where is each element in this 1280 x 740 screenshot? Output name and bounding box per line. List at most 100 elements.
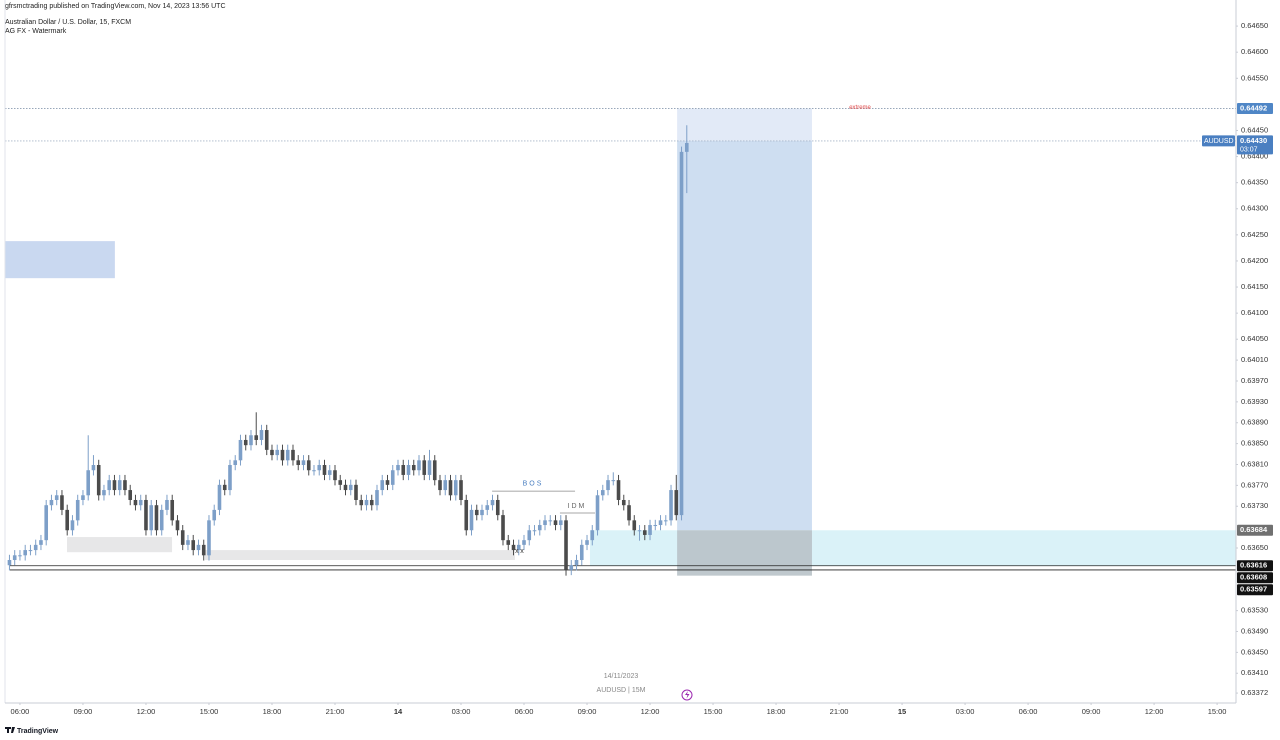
candle-body [569, 565, 574, 570]
x-tick-label: 06:00 [1019, 707, 1038, 716]
candle-body [422, 460, 427, 475]
candle-body [369, 499, 374, 506]
y-tick-label: 0.63372 [1241, 688, 1268, 697]
candle-body [259, 430, 264, 440]
price-label: 0.64492 [1240, 104, 1267, 113]
candle-body [459, 480, 463, 500]
candle-body [490, 499, 495, 506]
x-tick-label: 03:00 [452, 707, 471, 716]
candle-body [574, 559, 579, 566]
candle-body [91, 465, 96, 471]
candle-body [291, 449, 295, 461]
candle-body [249, 435, 253, 446]
y-tick-label: 0.64250 [1241, 230, 1268, 239]
candle-body [170, 499, 175, 521]
candle-body [70, 520, 75, 531]
y-tick-label: 0.63490 [1241, 626, 1268, 635]
y-tick-label: 0.64650 [1241, 21, 1268, 30]
annotation-text: IDM [568, 503, 587, 510]
candle-body [312, 470, 316, 472]
candle-body [149, 505, 154, 531]
x-tick-label: 18:00 [767, 707, 786, 716]
x-tick-label: 18:00 [263, 707, 282, 716]
price-label: 0.64430 [1240, 136, 1267, 145]
candle-body [44, 505, 49, 541]
y-tick-label: 0.63730 [1241, 501, 1268, 510]
candle-body [154, 505, 159, 531]
candle-body [390, 470, 395, 485]
x-tick-label: 12:00 [641, 707, 660, 716]
candle-body [33, 544, 38, 551]
x-tick-label: 15 [898, 707, 906, 716]
x-tick-label: 12:00 [137, 707, 156, 716]
candle-body [322, 465, 327, 475]
zone [5, 241, 115, 279]
y-tick-label: 0.64450 [1241, 125, 1268, 134]
candle-body [96, 465, 101, 496]
candle-body [144, 499, 148, 531]
y-tick-label: 0.63970 [1241, 376, 1268, 385]
candle-body [532, 530, 537, 532]
zone [66, 537, 173, 553]
price-label-box [1237, 524, 1273, 536]
candle-body [201, 544, 206, 556]
candle-body [233, 460, 238, 466]
zone [677, 108, 812, 141]
candle-body [65, 509, 70, 531]
price-label: 0.63684 [1240, 525, 1268, 534]
candle-body [648, 525, 652, 535]
x-tick-label: 15:00 [200, 707, 219, 716]
candle-body [338, 480, 343, 485]
candle-body [196, 544, 201, 551]
candle-body [348, 484, 353, 491]
y-tick-label: 0.63810 [1241, 459, 1268, 468]
price-label: 0.63616 [1240, 561, 1267, 570]
x-tick-label: 12:00 [1145, 707, 1164, 716]
candle-body [112, 480, 117, 491]
x-tick-label: 09:00 [74, 707, 93, 716]
x-tick-label: 15:00 [704, 707, 723, 716]
candle-body [627, 505, 631, 521]
zone [204, 550, 515, 560]
candle-body [438, 480, 442, 491]
y-tick-label: 0.64010 [1241, 355, 1268, 364]
y-tick-label: 0.63530 [1241, 606, 1268, 615]
y-tick-label: 0.63650 [1241, 543, 1268, 552]
candle-body [658, 520, 663, 526]
x-tick-label: 15:00 [1208, 707, 1227, 716]
candle-body [511, 544, 516, 551]
candle-body [600, 490, 605, 496]
candle-body [264, 430, 269, 450]
candle-body [621, 499, 626, 506]
candle-body [474, 509, 479, 516]
candle-body [207, 520, 211, 556]
candle-body [107, 480, 112, 491]
candle-body [359, 499, 364, 506]
candle-body [228, 465, 232, 491]
candle-body [212, 509, 217, 521]
candle-body [301, 460, 306, 466]
candle-body [543, 520, 547, 526]
y-tick-label: 0.63410 [1241, 668, 1268, 677]
price-label-box [1237, 572, 1273, 584]
candle-body [579, 544, 584, 560]
candle-body [432, 460, 437, 481]
candle-body [427, 460, 432, 475]
candle-body [375, 490, 379, 506]
x-tick-label: 21:00 [830, 707, 849, 716]
symbol-label: AUDUSD [1204, 138, 1234, 145]
x-tick-label: 21:00 [326, 707, 345, 716]
candle-body [275, 449, 280, 456]
candle-body [616, 480, 621, 500]
candle-body [54, 495, 59, 500]
y-tick-label: 0.64350 [1241, 178, 1268, 187]
annotation-text: BOS [523, 481, 544, 488]
candle-body [86, 470, 91, 496]
candle-body [558, 520, 563, 526]
candle-body [417, 460, 421, 471]
chart-subtitle: AG FX - Watermark [5, 28, 67, 35]
candle-body [585, 540, 589, 545]
candle-body [453, 480, 458, 496]
candle-body [49, 499, 54, 506]
